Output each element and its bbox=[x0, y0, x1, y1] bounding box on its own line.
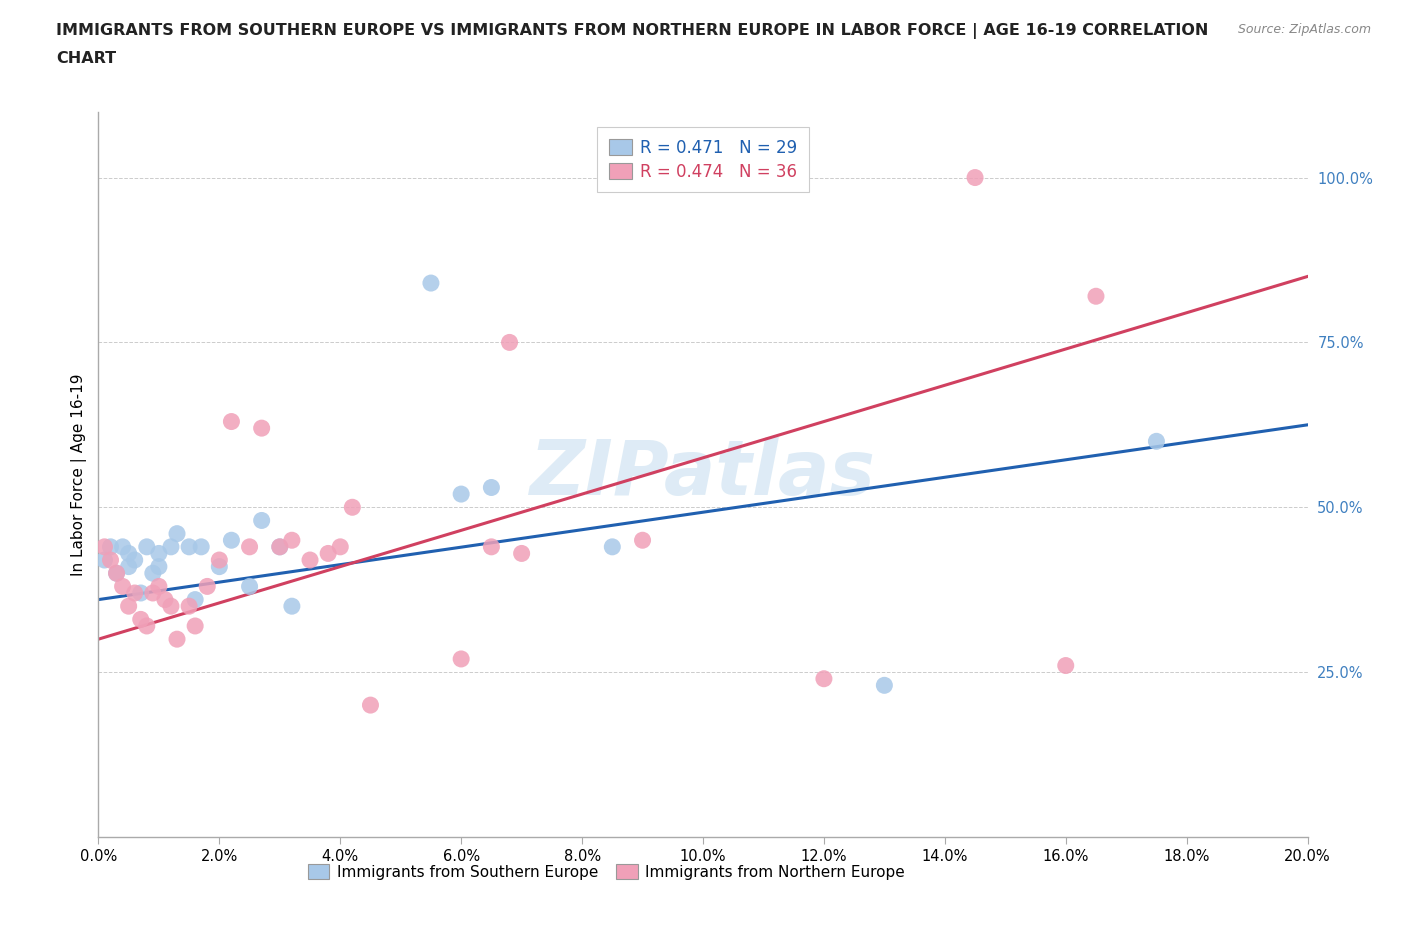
Point bbox=[129, 612, 152, 627]
Point bbox=[135, 539, 157, 554]
Point bbox=[631, 533, 654, 548]
Point bbox=[208, 552, 231, 567]
Point bbox=[450, 652, 472, 667]
Point bbox=[105, 565, 128, 580]
Point bbox=[481, 480, 503, 495]
Point bbox=[250, 513, 273, 528]
Point bbox=[1144, 434, 1167, 449]
Point bbox=[965, 170, 987, 185]
Point bbox=[250, 420, 273, 435]
Point bbox=[184, 618, 207, 633]
Point bbox=[602, 539, 624, 554]
Point bbox=[342, 499, 364, 514]
Point bbox=[208, 559, 231, 574]
Point bbox=[510, 546, 533, 561]
Point bbox=[118, 599, 141, 614]
Point bbox=[190, 539, 212, 554]
Point bbox=[281, 599, 304, 614]
Point bbox=[221, 414, 243, 429]
Point bbox=[1054, 658, 1077, 673]
Text: CHART: CHART bbox=[56, 51, 117, 66]
Point bbox=[1085, 289, 1108, 304]
Point bbox=[142, 565, 165, 580]
Point bbox=[160, 599, 183, 614]
Point bbox=[148, 559, 170, 574]
Point bbox=[420, 275, 443, 290]
Legend: Immigrants from Southern Europe, Immigrants from Northern Europe: Immigrants from Southern Europe, Immigra… bbox=[299, 857, 912, 887]
Text: Source: ZipAtlas.com: Source: ZipAtlas.com bbox=[1237, 23, 1371, 36]
Point bbox=[100, 539, 122, 554]
Point bbox=[316, 546, 339, 561]
Point bbox=[195, 579, 218, 594]
Point bbox=[118, 559, 141, 574]
Point bbox=[498, 335, 520, 350]
Point bbox=[93, 539, 115, 554]
Point bbox=[142, 586, 165, 601]
Point bbox=[105, 565, 128, 580]
Point bbox=[269, 539, 291, 554]
Text: IMMIGRANTS FROM SOUTHERN EUROPE VS IMMIGRANTS FROM NORTHERN EUROPE IN LABOR FORC: IMMIGRANTS FROM SOUTHERN EUROPE VS IMMIG… bbox=[56, 23, 1209, 39]
Point bbox=[148, 546, 170, 561]
Y-axis label: In Labor Force | Age 16-19: In Labor Force | Age 16-19 bbox=[72, 373, 87, 576]
Point bbox=[179, 599, 201, 614]
Point bbox=[329, 539, 352, 554]
Point bbox=[239, 539, 262, 554]
Point bbox=[166, 631, 188, 646]
Point bbox=[129, 586, 152, 601]
Point bbox=[360, 698, 382, 712]
Point bbox=[184, 592, 207, 607]
Point bbox=[148, 579, 170, 594]
Point bbox=[269, 539, 291, 554]
Point bbox=[813, 671, 835, 686]
Point bbox=[124, 552, 146, 567]
Text: ZIPatlas: ZIPatlas bbox=[530, 437, 876, 512]
Point bbox=[111, 579, 134, 594]
Point bbox=[111, 539, 134, 554]
Point bbox=[118, 546, 141, 561]
Point bbox=[124, 586, 146, 601]
Point bbox=[93, 552, 115, 567]
Point bbox=[221, 533, 243, 548]
Point bbox=[166, 526, 188, 541]
Point bbox=[450, 486, 472, 501]
Point bbox=[179, 539, 201, 554]
Point bbox=[299, 552, 322, 567]
Point bbox=[135, 618, 157, 633]
Point bbox=[153, 592, 176, 607]
Point bbox=[100, 552, 122, 567]
Point bbox=[873, 678, 896, 693]
Point bbox=[160, 539, 183, 554]
Point bbox=[481, 539, 503, 554]
Point bbox=[281, 533, 304, 548]
Point bbox=[239, 579, 262, 594]
